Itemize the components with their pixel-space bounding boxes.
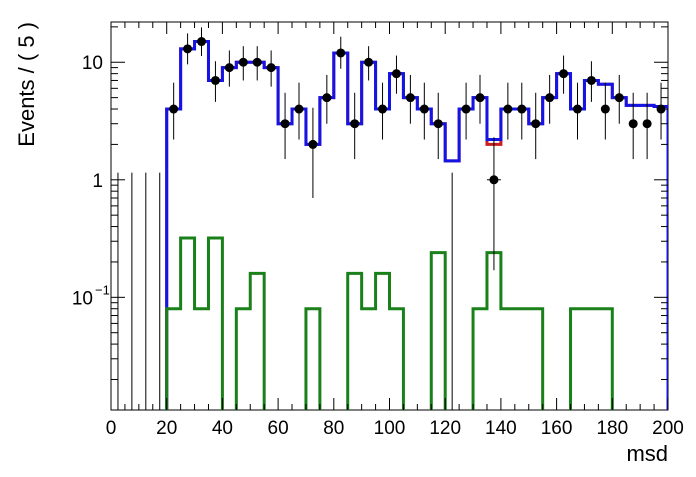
x-tick-label-0: 0 bbox=[106, 418, 117, 439]
data-point-14 bbox=[308, 139, 318, 149]
data-point-12 bbox=[280, 119, 290, 129]
data-point-20 bbox=[391, 69, 401, 79]
x-tick-label-2: 40 bbox=[212, 418, 233, 439]
data-point-9 bbox=[238, 57, 248, 67]
data-point-28 bbox=[503, 104, 513, 114]
data-point-31 bbox=[545, 93, 555, 103]
data-point-18 bbox=[364, 57, 374, 67]
data-point-15 bbox=[322, 93, 332, 103]
data-point-21 bbox=[405, 93, 415, 103]
data-point-5 bbox=[183, 44, 193, 54]
y-tick-label-2: 10 bbox=[82, 53, 103, 74]
series-2-step-line bbox=[165, 236, 614, 410]
x-tick-label-1: 20 bbox=[156, 418, 177, 439]
x-tick-label-10: 200 bbox=[652, 418, 684, 439]
x-tick-label-8: 160 bbox=[541, 418, 573, 439]
data-point-34 bbox=[586, 75, 596, 85]
x-tick-label-7: 140 bbox=[485, 418, 517, 439]
y-tick-label-exponent-0: −1 bbox=[95, 282, 110, 297]
data-points-group bbox=[117, 27, 666, 410]
y-axis-label: Events / ( 5 ) bbox=[14, 22, 39, 147]
data-point-8 bbox=[224, 63, 234, 73]
x-tick-label-4: 80 bbox=[323, 418, 344, 439]
data-point-22 bbox=[419, 104, 429, 114]
data-point-30 bbox=[531, 119, 541, 129]
data-point-35 bbox=[600, 104, 610, 114]
x-tick-label-9: 180 bbox=[596, 418, 628, 439]
data-point-10 bbox=[252, 57, 262, 67]
data-point-33 bbox=[572, 104, 582, 114]
data-point-36 bbox=[614, 93, 624, 103]
data-point-7 bbox=[210, 75, 220, 85]
x-tick-label-3: 60 bbox=[268, 418, 289, 439]
data-point-29 bbox=[517, 104, 527, 114]
x-tick-label-6: 120 bbox=[429, 418, 461, 439]
data-point-13 bbox=[294, 104, 304, 114]
data-point-37 bbox=[628, 119, 638, 129]
y-tick-label-1: 1 bbox=[92, 171, 103, 192]
y-tick-label-0: 10 bbox=[72, 288, 93, 309]
data-point-25 bbox=[461, 104, 471, 114]
data-point-26 bbox=[475, 93, 485, 103]
data-point-6 bbox=[197, 37, 207, 47]
data-point-11 bbox=[266, 63, 276, 73]
data-point-4 bbox=[169, 104, 179, 114]
data-point-23 bbox=[433, 119, 443, 129]
data-point-38 bbox=[642, 119, 652, 129]
data-point-27 bbox=[489, 175, 499, 185]
x-tick-label-5: 100 bbox=[374, 418, 406, 439]
data-point-16 bbox=[336, 48, 346, 58]
data-point-19 bbox=[378, 104, 388, 114]
data-point-32 bbox=[559, 69, 569, 79]
x-axis-label: msd bbox=[626, 441, 668, 466]
data-point-17 bbox=[350, 119, 360, 129]
